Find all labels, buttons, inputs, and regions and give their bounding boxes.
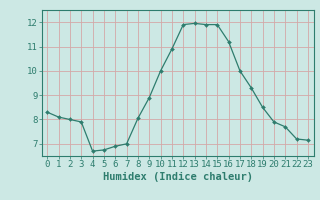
X-axis label: Humidex (Indice chaleur): Humidex (Indice chaleur): [103, 172, 252, 182]
